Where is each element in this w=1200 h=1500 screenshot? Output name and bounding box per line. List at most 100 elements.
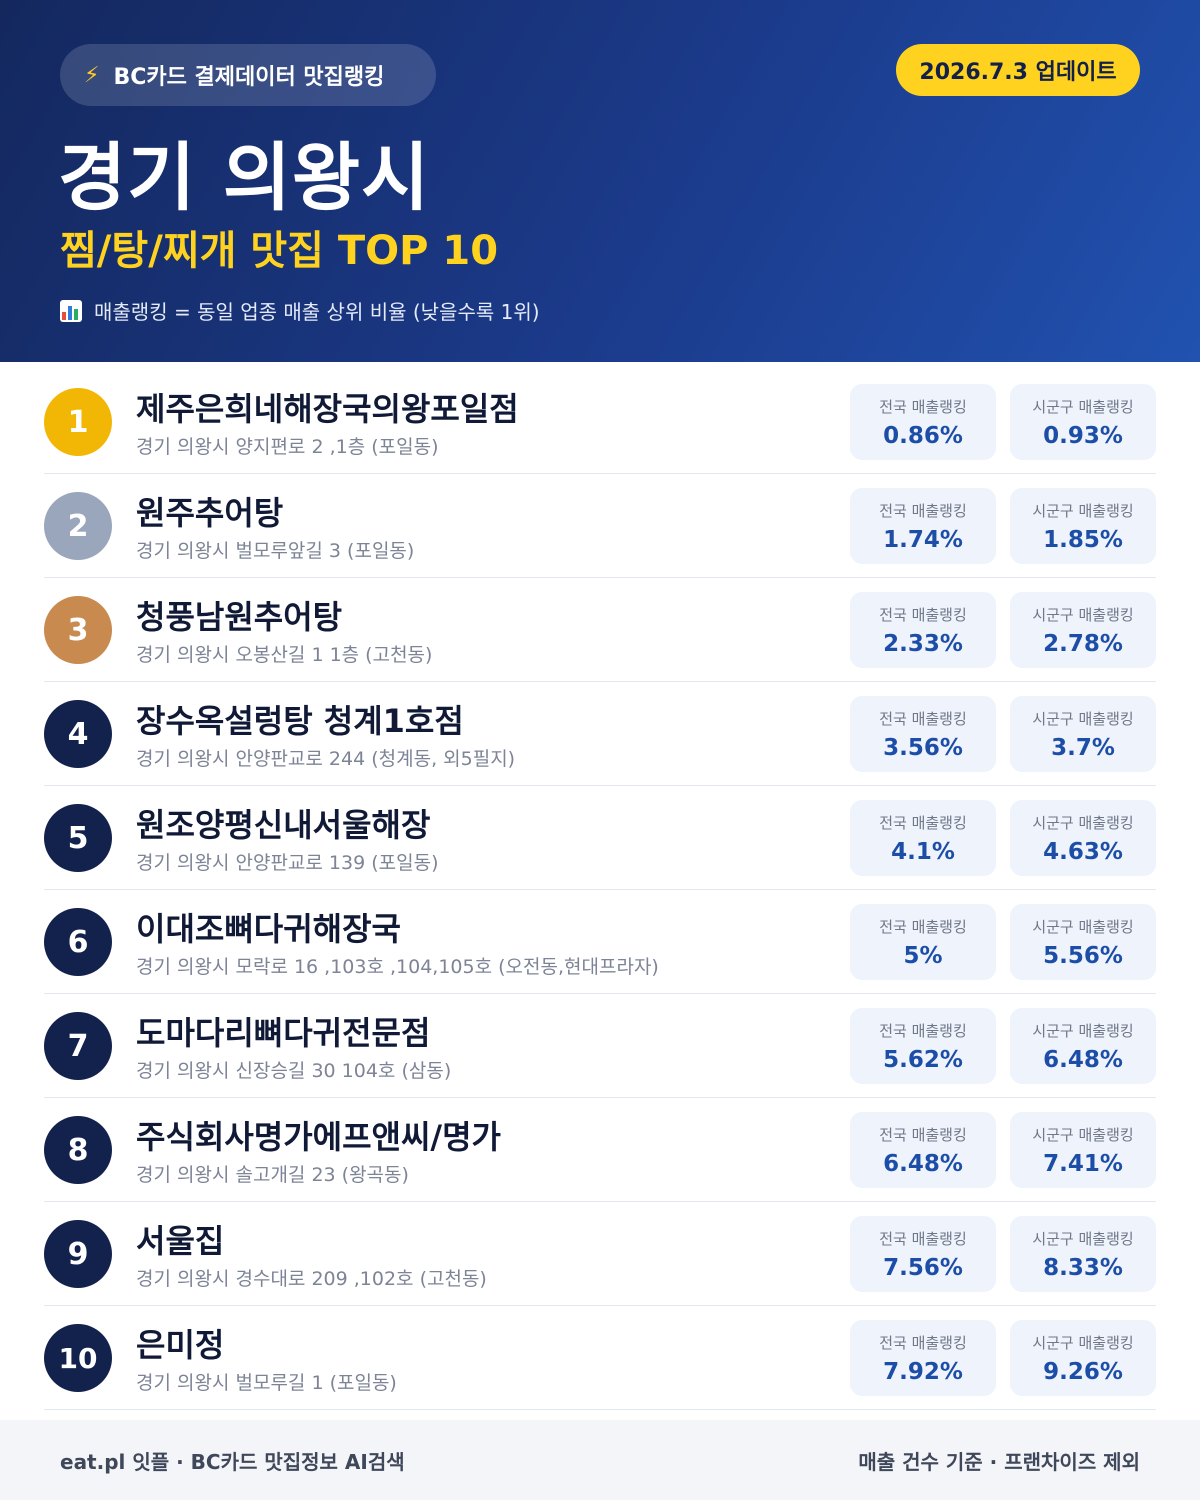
- regional-ranking-card: 시군구 매출랭킹 2.78%: [1010, 592, 1156, 668]
- rank-badge: 8: [44, 1116, 112, 1184]
- national-ranking-label: 전국 매출랭킹: [879, 605, 967, 624]
- restaurant-address: 경기 의왕시 양지편로 2 ,1층 (포일동): [136, 436, 439, 458]
- national-ranking-value: 4.1%: [891, 838, 955, 865]
- national-ranking-value: 0.86%: [883, 422, 963, 449]
- footer-note: 매출 건수 기준 · 프랜차이즈 제외: [858, 1449, 1140, 1474]
- national-ranking-card: 전국 매출랭킹 7.56%: [850, 1216, 996, 1292]
- header-banner: ⚡ BC카드 결제데이터 맛집랭킹 2026.7.3 업데이트 경기 의왕시 찜…: [0, 0, 1200, 362]
- source-pill: ⚡ BC카드 결제데이터 맛집랭킹: [60, 44, 436, 106]
- national-ranking-label: 전국 매출랭킹: [879, 1333, 967, 1352]
- regional-ranking-label: 시군구 매출랭킹: [1032, 1021, 1134, 1040]
- restaurant-address: 경기 의왕시 솔고개길 23 (왕곡동): [136, 1164, 409, 1186]
- national-ranking-card: 전국 매출랭킹 5.62%: [850, 1008, 996, 1084]
- regional-ranking-label: 시군구 매출랭킹: [1032, 709, 1134, 728]
- rank-badge: 2: [44, 492, 112, 560]
- national-ranking-card: 전국 매출랭킹 6.48%: [850, 1112, 996, 1188]
- restaurant-address: 경기 의왕시 안양판교로 244 (청계동, 외5필지): [136, 748, 516, 770]
- national-ranking-label: 전국 매출랭킹: [879, 501, 967, 520]
- restaurant-name[interactable]: 도마다리뼈다귀전문점: [136, 1014, 431, 1052]
- regional-ranking-card: 시군구 매출랭킹 0.93%: [1010, 384, 1156, 460]
- national-ranking-card: 전국 매출랭킹 2.33%: [850, 592, 996, 668]
- national-ranking-value: 7.56%: [883, 1254, 963, 1281]
- legend-text: 매출랭킹 = 동일 업종 매출 상위 비율 (낮을수록 1위): [94, 300, 540, 324]
- restaurant-row[interactable]: 5 원조양평신내서울해장 경기 의왕시 안양판교로 139 (포일동) 전국 매출랭킹…: [44, 786, 1156, 890]
- national-ranking-label: 전국 매출랭킹: [879, 1125, 967, 1144]
- restaurant-address: 경기 의왕시 신장승길 30 104호 (삼동): [136, 1060, 452, 1082]
- restaurant-address: 경기 의왕시 벌모루길 1 (포일동): [136, 1372, 397, 1394]
- restaurant-name[interactable]: 원주추어탕: [136, 494, 284, 532]
- regional-ranking-value: 9.26%: [1043, 1358, 1123, 1385]
- rank-badge: 6: [44, 908, 112, 976]
- restaurant-address: 경기 의왕시 벌모루앞길 3 (포일동): [136, 540, 415, 562]
- rank-badge: 7: [44, 1012, 112, 1080]
- restaurant-row[interactable]: 3 청풍남원추어탕 경기 의왕시 오봉산길 1 1층 (고천동) 전국 매출랭킹 2.3…: [44, 578, 1156, 682]
- restaurant-name[interactable]: 원조양평신내서울해장: [136, 806, 431, 844]
- footer-source: eat.pl 잇플 · BC카드 맛집정보 AI검색: [60, 1449, 405, 1474]
- restaurant-name[interactable]: 은미정: [136, 1326, 225, 1364]
- national-ranking-label: 전국 매출랭킹: [879, 709, 967, 728]
- restaurant-name[interactable]: 이대조뼈다귀해장국: [136, 910, 401, 948]
- national-ranking-value: 6.48%: [883, 1150, 963, 1177]
- ranking-legend: 매출랭킹 = 동일 업종 매출 상위 비율 (낮을수록 1위): [60, 296, 540, 325]
- page-title: 경기 의왕시: [58, 135, 431, 221]
- regional-ranking-label: 시군구 매출랭킹: [1032, 605, 1134, 624]
- restaurant-name[interactable]: 주식회사명가에프앤씨/명가: [136, 1118, 501, 1156]
- regional-ranking-card: 시군구 매출랭킹 7.41%: [1010, 1112, 1156, 1188]
- regional-ranking-card: 시군구 매출랭킹 4.63%: [1010, 800, 1156, 876]
- national-ranking-card: 전국 매출랭킹 0.86%: [850, 384, 996, 460]
- restaurant-name[interactable]: 제주은희네해장국의왕포일점: [136, 390, 519, 428]
- restaurant-name[interactable]: 청풍남원추어탕: [136, 598, 343, 636]
- regional-ranking-value: 0.93%: [1043, 422, 1123, 449]
- regional-ranking-value: 5.56%: [1043, 942, 1123, 969]
- regional-ranking-card: 시군구 매출랭킹 6.48%: [1010, 1008, 1156, 1084]
- restaurant-name[interactable]: 서울집: [136, 1222, 225, 1260]
- national-ranking-value: 5.62%: [883, 1046, 963, 1073]
- footer: eat.pl 잇플 · BC카드 맛집정보 AI검색 매출 건수 기준 · 프랜…: [0, 1420, 1200, 1500]
- regional-ranking-value: 8.33%: [1043, 1254, 1123, 1281]
- restaurant-address: 경기 의왕시 모락로 16 ,103호 ,104,105호 (오전동,현대프라자…: [136, 956, 659, 978]
- restaurant-name[interactable]: 장수옥설렁탕 청계1호점: [136, 702, 464, 740]
- national-ranking-card: 전국 매출랭킹 1.74%: [850, 488, 996, 564]
- rank-badge: 4: [44, 700, 112, 768]
- national-ranking-card: 전국 매출랭킹 4.1%: [850, 800, 996, 876]
- national-ranking-card: 전국 매출랭킹 5%: [850, 904, 996, 980]
- regional-ranking-label: 시군구 매출랭킹: [1032, 501, 1134, 520]
- regional-ranking-label: 시군구 매출랭킹: [1032, 917, 1134, 936]
- source-label: BC카드 결제데이터 맛집랭킹: [113, 65, 385, 90]
- regional-ranking-label: 시군구 매출랭킹: [1032, 1333, 1134, 1352]
- restaurant-address: 경기 의왕시 안양판교로 139 (포일동): [136, 852, 439, 874]
- national-ranking-label: 전국 매출랭킹: [879, 1021, 967, 1040]
- regional-ranking-value: 2.78%: [1043, 630, 1123, 657]
- regional-ranking-label: 시군구 매출랭킹: [1032, 1125, 1134, 1144]
- regional-ranking-card: 시군구 매출랭킹 8.33%: [1010, 1216, 1156, 1292]
- regional-ranking-value: 3.7%: [1051, 734, 1115, 761]
- rank-badge: 10: [44, 1324, 112, 1392]
- national-ranking-card: 전국 매출랭킹 7.92%: [850, 1320, 996, 1396]
- rank-badge: 9: [44, 1220, 112, 1288]
- page-subtitle: 찜/탕/찌개 맛집 TOP 10: [60, 228, 499, 274]
- regional-ranking-value: 6.48%: [1043, 1046, 1123, 1073]
- regional-ranking-card: 시군구 매출랭킹 3.7%: [1010, 696, 1156, 772]
- restaurant-address: 경기 의왕시 오봉산길 1 1층 (고천동): [136, 644, 433, 666]
- rank-badge: 1: [44, 388, 112, 456]
- regional-ranking-label: 시군구 매출랭킹: [1032, 397, 1134, 416]
- restaurant-row[interactable]: 9 서울집 경기 의왕시 경수대로 209 ,102호 (고천동) 전국 매출랭킹 7.…: [44, 1202, 1156, 1306]
- regional-ranking-card: 시군구 매출랭킹 5.56%: [1010, 904, 1156, 980]
- regional-ranking-label: 시군구 매출랭킹: [1032, 813, 1134, 832]
- bar-chart-icon: [60, 299, 82, 322]
- lightning-icon: ⚡: [84, 62, 100, 88]
- regional-ranking-label: 시군구 매출랭킹: [1032, 1229, 1134, 1248]
- national-ranking-label: 전국 매출랭킹: [879, 917, 967, 936]
- national-ranking-value: 5%: [903, 942, 943, 969]
- national-ranking-label: 전국 매출랭킹: [879, 1229, 967, 1248]
- regional-ranking-value: 7.41%: [1043, 1150, 1123, 1177]
- regional-ranking-value: 4.63%: [1043, 838, 1123, 865]
